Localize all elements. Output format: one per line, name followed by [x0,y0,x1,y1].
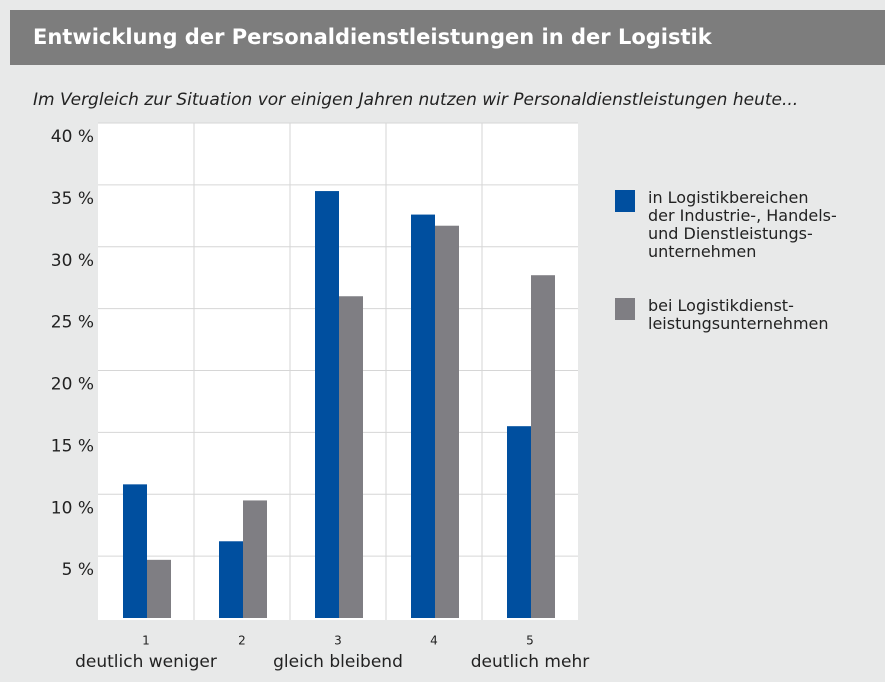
bar [315,191,339,618]
y-tick-label: 30 % [51,251,94,271]
legend-swatch [615,298,635,320]
y-tick-label: 20 % [51,375,94,395]
y-tick-label: 35 % [51,189,94,209]
legend-label: in Logistikbereichen der Industrie-, Han… [648,188,837,261]
bar [411,214,435,618]
y-tick-label: 40 % [51,127,94,147]
chart-subtitle: Im Vergleich zur Situation vor einigen J… [33,90,798,110]
x-tick-label: 5 [526,634,534,648]
y-tick-label: 5 % [62,560,94,580]
bar [339,296,363,618]
header-bar [10,10,885,65]
bar [219,541,243,618]
x-tick-label: 1 [142,634,150,648]
y-tick-label: 10 % [51,498,94,518]
chart-title: Entwicklung der Personaldienstleistungen… [33,25,713,49]
scale-label: deutlich mehr [471,652,589,672]
scale-label: gleich bleibend [273,652,403,672]
bar [435,225,459,618]
y-tick-label: 25 % [51,313,94,333]
x-tick-label: 4 [430,634,438,648]
bar [531,275,555,618]
bar [123,484,147,618]
x-tick-label: 2 [238,634,246,648]
legend-swatch [615,190,635,212]
bar [243,500,267,618]
y-tick-label: 15 % [51,436,94,456]
x-tick-label: 3 [334,634,342,648]
legend-label: bei Logistikdienst- leistungsunternehmen [648,296,829,333]
bar [507,426,531,618]
scale-label: deutlich weniger [75,652,217,672]
bar [147,559,171,618]
